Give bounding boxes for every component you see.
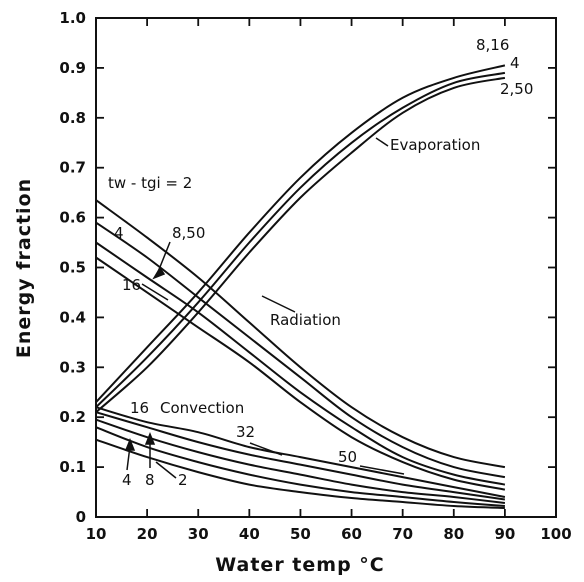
conv-label-32: 32 [236,423,255,441]
radiation-series-16 [95,256,506,491]
evap-label-250: 2,50 [500,80,533,98]
evap-label-816: 8,16 [476,36,509,54]
convection-series-32 [95,411,506,501]
x-tick-label: 40 [239,525,260,543]
y-tick-label: 0.3 [59,358,86,376]
y-axis-title: Energy fraction [13,178,35,358]
evaporation-series-2-50 [95,76,506,413]
x-tick-label: 90 [494,525,515,543]
y-tick-label: 1.0 [59,9,86,27]
x-tick-label: 50 [290,525,311,543]
x-tick-label: 30 [188,525,209,543]
leader-conv50 [359,465,405,475]
convection-series-8 [95,418,506,504]
convection-series-4 [95,426,505,507]
leader-16 [141,283,169,301]
y-tick-label: 0 [76,508,86,526]
y-tick-label: 0.7 [59,159,86,177]
convection-series-16 [95,406,506,498]
convection-label: Convection [160,399,244,417]
conv-label-4: 4 [122,471,132,489]
leader-conv2 [155,461,177,479]
x-tick-label: 10 [86,525,107,543]
conv-label-2: 2 [178,471,188,489]
radiation-series-4 [95,221,506,479]
evaporation-series-4 [95,71,506,408]
evaporation-label: Evaporation [390,136,480,154]
y-tick-label: 0.5 [59,259,86,277]
delta-t-label: tw - tgi = 2 [108,174,192,192]
leader-rad [261,295,296,313]
x-tick-label: 80 [443,525,464,543]
convection-series-2 [95,438,505,509]
y-tick-label: 0.4 [59,308,86,326]
radiation-series-8-50 [95,241,506,486]
curves [95,64,506,509]
x-tick-label: 70 [392,525,413,543]
rad-label-850: 8,50 [172,224,205,242]
axes: 10 20 30 40 50 60 70 80 90 100 0 0.1 0.2 0.3 0.4 0.5 0.6… [59,9,571,543]
arrowhead-conv8 [144,431,156,445]
rad-label-16: 16 [122,276,141,294]
arrowhead-850 [152,266,166,280]
x-tick-label: 60 [341,525,362,543]
radiation-curves [95,199,506,491]
radiation-label: Radiation [270,311,341,329]
convection-curves [95,406,506,509]
y-tick-label: 0.8 [59,109,86,127]
y-tick-label: 0.9 [59,59,86,77]
y-tick-label: 0.2 [59,408,86,426]
radiation-series-2 [95,199,506,469]
y-tick-label: 0.6 [59,209,86,227]
evap-label-4: 4 [510,54,520,72]
x-tick-label: 100 [540,525,571,543]
y-tick-label: 0.1 [59,458,86,476]
x-tick-label: 20 [137,525,158,543]
leader-evap [375,137,389,147]
leader-conv32 [249,442,283,456]
conv-label-50: 50 [338,448,357,466]
evaporation-series-8-16 [95,64,506,403]
x-axis-title: Water temp °C [215,554,384,576]
annotation-leaders [124,137,405,479]
evaporation-curves [95,64,506,413]
rad-label-4: 4 [114,224,124,242]
conv-label-8: 8 [145,471,155,489]
arrowhead-conv4 [124,437,136,451]
conv-label-16: 16 [130,399,149,417]
